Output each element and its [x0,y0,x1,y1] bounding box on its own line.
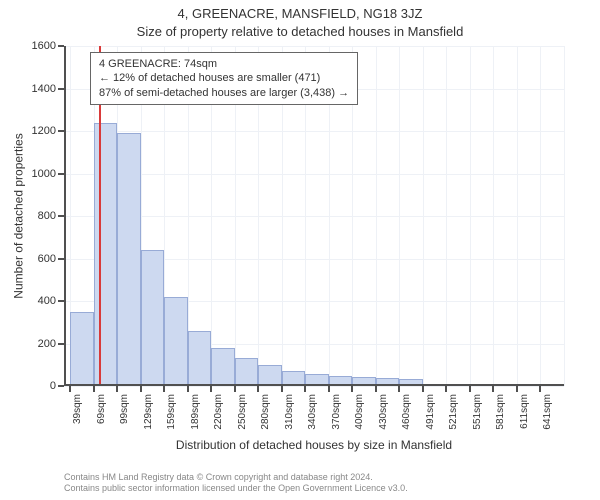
x-tick [328,386,330,392]
gridline-v [540,46,541,386]
x-tick [375,386,377,392]
y-axis-label-text: Number of detached properties [12,133,26,298]
gridline-h [64,131,564,132]
gridline-v [493,46,494,386]
y-tick-label: 400 [38,295,56,307]
x-tick [469,386,471,392]
histogram-bar [70,312,94,386]
y-tick [58,173,64,175]
attribution-line2: Contains public sector information licen… [64,483,580,494]
x-tick [539,386,541,392]
x-tick [163,386,165,392]
x-tick-label: 370sqm [331,394,342,430]
x-tick [516,386,518,392]
y-tick-label: 200 [38,338,56,350]
y-tick-label: 800 [38,210,56,222]
x-tick-label: 491sqm [425,394,436,430]
attribution-line1: Contains HM Land Registry data © Crown c… [64,472,580,483]
chart-address-title: 4, GREENACRE, MANSFIELD, NG18 3JZ [0,6,600,21]
x-tick [492,386,494,392]
x-tick-label: 220sqm [213,394,224,430]
gridline-v [446,46,447,386]
x-tick-label: 611sqm [519,394,530,429]
x-tick [445,386,447,392]
x-tick [93,386,95,392]
y-tick [58,300,64,302]
y-tick-label: 0 [50,380,56,392]
x-tick [422,386,424,392]
x-tick [351,386,353,392]
x-tick-label: 129sqm [143,394,154,430]
gridline-v [517,46,518,386]
histogram-bar [117,133,141,386]
x-tick-label: 39sqm [72,394,83,424]
histogram-bar [141,250,165,386]
chart-subtitle: Size of property relative to detached ho… [0,24,600,39]
x-tick-label: 159sqm [166,394,177,430]
x-tick-label: 551sqm [472,394,483,430]
y-tick [58,385,64,387]
x-tick-label: 99sqm [119,394,130,424]
x-tick [116,386,118,392]
gridline-v [399,46,400,386]
histogram-bar [235,358,259,386]
x-tick-label: 69sqm [96,394,107,424]
x-tick-label: 310sqm [284,394,295,430]
x-tick-label: 430sqm [378,394,389,430]
annotation-box: 4 GREENACRE: 74sqm ← 12% of detached hou… [90,52,358,105]
x-tick [69,386,71,392]
annotation-line2: ← 12% of detached houses are smaller (47… [99,71,349,85]
x-tick-label: 521sqm [448,394,459,430]
attribution: Contains HM Land Registry data © Crown c… [64,472,580,495]
x-tick [398,386,400,392]
x-tick-label: 400sqm [354,394,365,430]
annotation-line1: 4 GREENACRE: 74sqm [99,57,349,71]
x-tick [281,386,283,392]
x-tick-label: 460sqm [401,394,412,430]
y-axis-line [64,46,66,386]
x-tick [304,386,306,392]
plot-area: 4 GREENACRE: 74sqm ← 12% of detached hou… [64,46,564,386]
histogram-bar [211,348,235,386]
gridline-v [470,46,471,386]
x-tick-label: 280sqm [260,394,271,430]
x-tick-label: 641sqm [542,394,553,430]
gridline-h [64,46,564,47]
x-tick-label: 189sqm [190,394,201,430]
y-tick [58,258,64,260]
y-tick-label: 600 [38,253,56,265]
y-tick-label: 1600 [32,40,56,52]
chart-container: 4, GREENACRE, MANSFIELD, NG18 3JZ Size o… [0,0,600,500]
histogram-bar [164,297,188,386]
x-tick-label: 340sqm [307,394,318,430]
y-tick [58,343,64,345]
y-tick [58,130,64,132]
gridline-v [376,46,377,386]
y-axis-label: Number of detached properties [12,46,26,386]
y-tick [58,88,64,90]
annotation-line3: 87% of semi-detached houses are larger (… [99,86,349,100]
x-tick [257,386,259,392]
x-tick [187,386,189,392]
y-tick-label: 1200 [32,125,56,137]
x-tick [140,386,142,392]
y-tick-label: 1400 [32,83,56,95]
histogram-bar [94,123,118,387]
y-tick [58,215,64,217]
gridline-v [423,46,424,386]
y-tick-label: 1000 [32,168,56,180]
x-tick [234,386,236,392]
histogram-bar [188,331,212,386]
x-tick [210,386,212,392]
x-axis-label: Distribution of detached houses by size … [64,438,564,452]
histogram-bar [258,365,282,386]
x-tick-label: 581sqm [495,394,506,430]
x-tick-label: 250sqm [237,394,248,430]
gridline-v [564,46,565,386]
y-tick [58,45,64,47]
